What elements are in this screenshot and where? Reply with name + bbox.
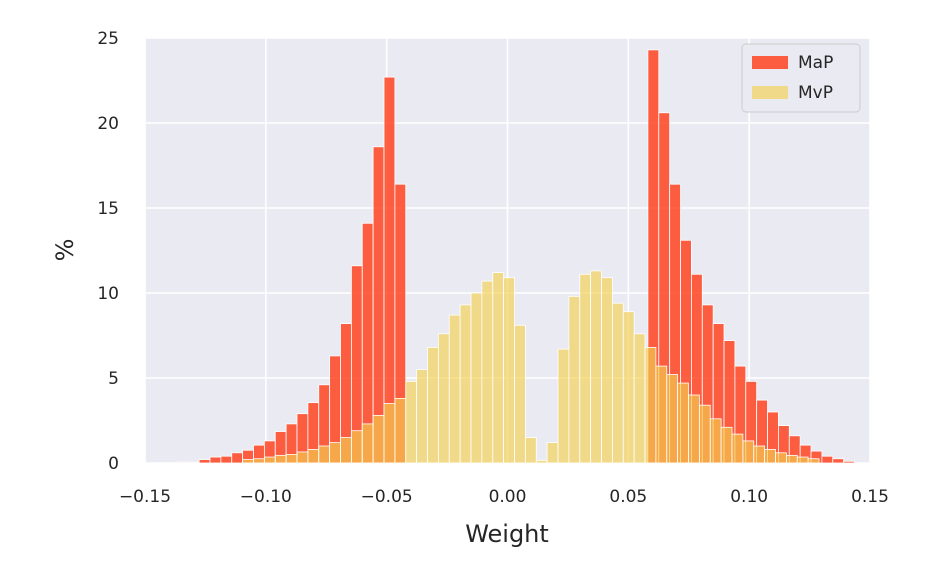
mvp-bar <box>437 333 450 464</box>
mvp-bar <box>416 369 428 464</box>
legend-label-mvp: MvP <box>798 83 833 103</box>
mvp-bar <box>340 437 352 464</box>
x-tick-label: 0.15 <box>851 487 889 507</box>
y-tick-label: 5 <box>108 369 119 389</box>
mvp-bar <box>372 414 385 464</box>
mvp-bar <box>285 454 298 464</box>
legend-swatch-map <box>752 56 788 69</box>
mvp-bar <box>677 382 689 464</box>
mvp-bar <box>633 333 646 464</box>
mvp-bar <box>601 277 613 464</box>
legend-label-map: MaP <box>798 53 833 73</box>
x-tick-label: −0.10 <box>240 487 292 507</box>
x-axis-label: Weight <box>465 520 549 548</box>
mvp-bar <box>394 397 407 464</box>
mvp-bar <box>753 445 766 464</box>
mvp-bar <box>350 430 363 464</box>
mvp-bar <box>698 404 711 464</box>
mvp-bar <box>546 442 559 464</box>
mvp-bar <box>307 448 320 464</box>
mvp-bar <box>470 292 483 464</box>
x-tick-label: 0.05 <box>609 487 647 507</box>
mvp-bar <box>361 423 374 464</box>
mvp-bar <box>720 426 733 464</box>
x-tick-label: −0.15 <box>119 487 171 507</box>
mvp-bar <box>666 374 679 464</box>
mvp-bar <box>274 454 287 464</box>
x-tick-labels: −0.15 −0.10 −0.05 0.00 0.05 0.10 0.15 <box>119 487 889 507</box>
mvp-bar <box>383 403 396 464</box>
mvp-bar <box>785 454 798 464</box>
x-tick-label: −0.05 <box>361 487 413 507</box>
legend-swatch-mvp <box>752 86 788 99</box>
map-bar <box>198 459 211 464</box>
mvp-bar <box>492 272 505 464</box>
mvp-bar <box>742 440 755 464</box>
map-bar <box>187 461 200 464</box>
mvp-bar <box>568 295 581 464</box>
mvp-bar <box>481 280 494 464</box>
y-tick-label: 0 <box>108 454 119 474</box>
mvp-bar <box>622 311 635 464</box>
map-bars <box>176 49 855 464</box>
y-axis-label: % <box>51 239 79 262</box>
mvp-bar <box>253 458 265 464</box>
mvp-bar <box>775 452 787 464</box>
mvp-bar <box>318 445 331 464</box>
y-tick-label: 10 <box>97 284 119 304</box>
y-tick-label: 15 <box>97 199 119 219</box>
mvp-bar <box>579 273 592 464</box>
mvp-bar <box>655 365 668 464</box>
mvp-bar <box>427 346 439 464</box>
mvp-bar <box>503 277 515 464</box>
mvp-bar <box>731 433 744 464</box>
mvp-bar <box>557 348 570 464</box>
mvp-bar <box>242 459 254 464</box>
map-bar <box>231 452 244 464</box>
mvp-bar <box>448 314 461 464</box>
map-bar <box>176 461 189 464</box>
mvp-bar <box>459 304 472 464</box>
mvp-bar <box>329 442 341 464</box>
mvp-bars <box>242 270 820 464</box>
y-tick-label: 25 <box>97 29 119 49</box>
mvp-bar <box>709 418 722 464</box>
mvp-bar <box>535 460 548 464</box>
map-bar <box>220 455 233 464</box>
legend: MaP MvP <box>741 43 861 113</box>
mvp-bar <box>764 448 776 464</box>
mvp-bar <box>796 456 809 464</box>
map-bar <box>843 460 855 464</box>
map-bar <box>832 458 845 464</box>
mvp-bar <box>807 458 820 464</box>
x-tick-label: 0.10 <box>730 487 768 507</box>
mvp-bar <box>296 451 309 464</box>
mvp-bar <box>524 437 537 464</box>
mvp-bar <box>590 270 602 464</box>
x-tick-label: 0.00 <box>489 487 527 507</box>
mvp-bar <box>263 456 276 464</box>
map-bar <box>821 455 834 464</box>
mvp-bar <box>644 346 657 464</box>
y-tick-label: 20 <box>97 114 119 134</box>
mvp-bar <box>405 380 418 464</box>
y-tick-labels: 0 5 10 15 20 25 <box>97 29 119 474</box>
mvp-bar <box>514 324 526 464</box>
map-bar <box>209 456 222 464</box>
mvp-bar <box>611 302 624 464</box>
mvp-bar <box>688 394 700 464</box>
